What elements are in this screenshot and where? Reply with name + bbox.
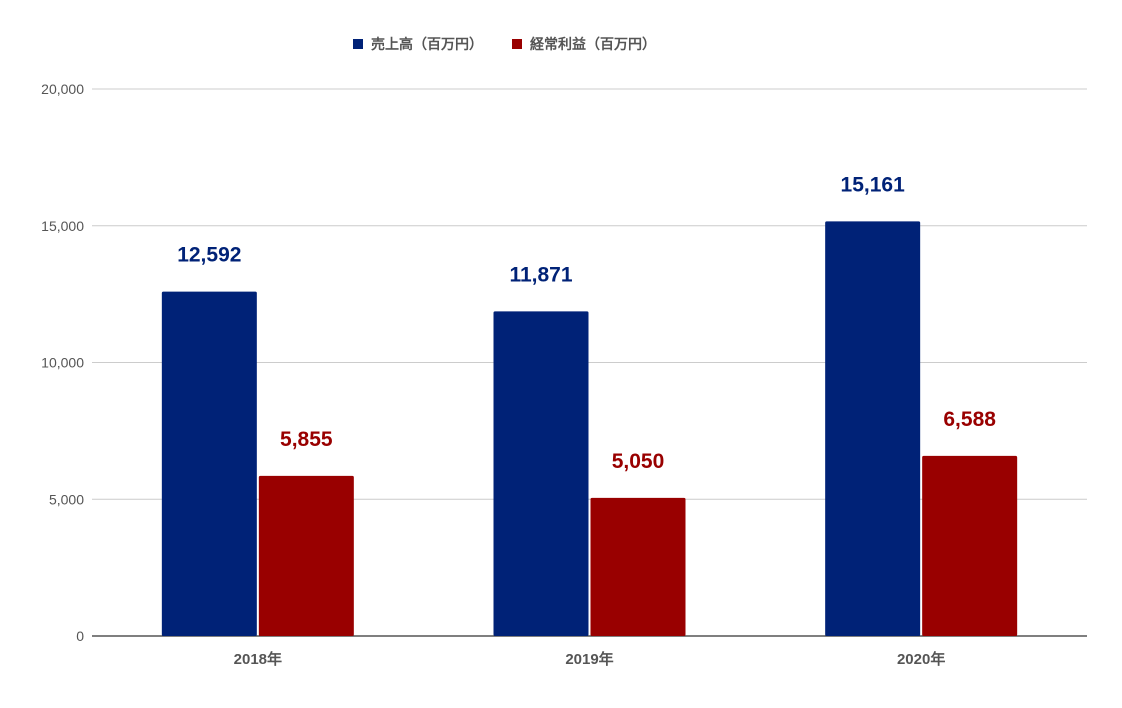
bar xyxy=(161,291,257,636)
data-label: 12,592 xyxy=(177,244,241,267)
data-labels: 12,592 5,855 11,871 5,050 15,161 6,588 xyxy=(177,173,996,473)
legend-label: 経常利益（百万円） xyxy=(530,36,656,52)
legend-swatch xyxy=(353,39,363,49)
legend: 売上高（百万円） 経常利益（百万円） xyxy=(353,36,656,52)
bar xyxy=(590,497,686,636)
bar xyxy=(825,221,921,636)
x-tick-label: 2018年 xyxy=(234,650,282,668)
data-label: 5,050 xyxy=(612,450,665,473)
y-tick-label: 5,000 xyxy=(49,491,84,507)
x-tick-label: 2019年 xyxy=(565,650,613,668)
y-tick-label: 15,000 xyxy=(41,218,84,234)
bar xyxy=(922,455,1018,636)
x-tick-label: 2020年 xyxy=(897,650,945,668)
data-label: 6,588 xyxy=(943,408,996,431)
data-label: 15,161 xyxy=(841,173,906,196)
y-tick-label: 20,000 xyxy=(41,81,84,97)
bar xyxy=(258,475,354,636)
legend-label: 売上高（百万円） xyxy=(371,36,483,52)
bar xyxy=(493,311,589,636)
data-label: 5,855 xyxy=(280,428,333,451)
gridlines xyxy=(92,88,1087,637)
y-tick-label: 10,000 xyxy=(41,355,84,371)
legend-swatch xyxy=(512,39,522,49)
data-label: 11,871 xyxy=(509,263,572,286)
y-axis: 0 5,000 10,000 15,000 20,000 xyxy=(41,81,84,644)
y-tick-label: 0 xyxy=(76,628,84,644)
x-axis: 2018年 2019年 2020年 xyxy=(234,650,946,668)
bars xyxy=(161,221,1018,636)
